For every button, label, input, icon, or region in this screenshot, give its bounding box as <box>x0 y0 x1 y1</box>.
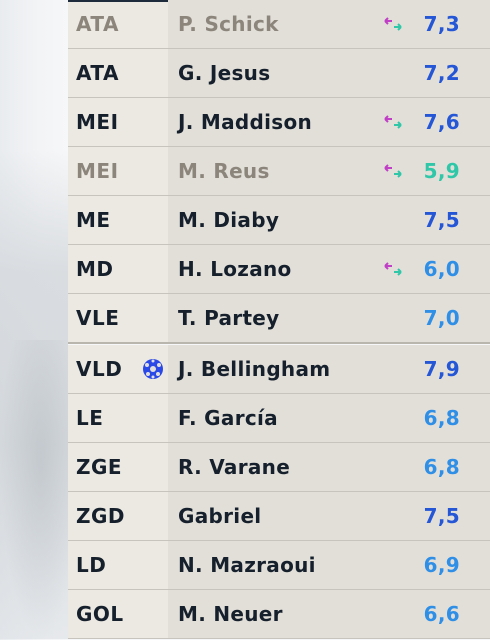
player-info: H. Lozano 6,0 <box>168 245 490 293</box>
player-row[interactable]: VLE T. Partey 7,0 <box>68 294 490 344</box>
player-position: LD <box>68 541 168 589</box>
player-row[interactable]: GOL M. Neuer 6,6 <box>68 590 490 639</box>
player-rating: 7,2 <box>423 61 460 85</box>
player-rating: 6,8 <box>423 455 460 479</box>
player-position: ME <box>68 196 168 244</box>
player-info: J. Bellingham 7,9 <box>168 345 490 393</box>
player-rating: 7,3 <box>423 12 460 36</box>
player-row[interactable]: LD N. Mazraoui 6,9 <box>68 541 490 590</box>
player-info: F. García 6,8 <box>168 394 490 442</box>
player-name: M. Neuer <box>178 602 283 626</box>
player-row[interactable]: LE F. García 6,8 <box>68 394 490 443</box>
player-rating: 7,6 <box>423 110 460 134</box>
header-accent-line <box>68 0 168 2</box>
player-info: R. Varane 6,8 <box>168 443 490 491</box>
player-position: MEI <box>68 98 168 146</box>
player-row[interactable]: MEI J. Maddison 7,6 <box>68 98 490 147</box>
player-info: M. Diaby 7,5 <box>168 196 490 244</box>
player-rating: 7,5 <box>423 504 460 528</box>
player-name: H. Lozano <box>178 257 292 281</box>
player-name: M. Reus <box>178 159 270 183</box>
player-name: J. Maddison <box>178 110 313 134</box>
player-row[interactable]: MD H. Lozano 6,0 <box>68 245 490 294</box>
player-rating: 7,5 <box>423 208 460 232</box>
player-rating: 7,9 <box>423 357 460 381</box>
player-rating: 6,8 <box>423 406 460 430</box>
player-position: ATA <box>68 49 168 97</box>
player-position: VLE <box>68 294 168 342</box>
player-info: J. Maddison 7,6 <box>168 98 490 146</box>
background-shade-dark <box>0 340 68 640</box>
player-row[interactable]: ME M. Diaby 7,5 <box>68 196 490 245</box>
player-name: R. Varane <box>178 455 291 479</box>
player-info: P. Schick 7,3 <box>168 0 490 48</box>
player-info: T. Partey 7,0 <box>168 294 490 342</box>
player-rating: 6,9 <box>423 553 460 577</box>
player-position: ZGE <box>68 443 168 491</box>
player-name: N. Mazraoui <box>178 553 316 577</box>
player-rating: 6,0 <box>423 257 460 281</box>
player-row[interactable]: VLD J. Bellingham 7,9 <box>68 345 490 394</box>
player-row[interactable]: ATA G. Jesus 7,2 <box>68 49 490 98</box>
goal-ball-icon <box>143 359 163 379</box>
player-rating: 5,9 <box>423 159 460 183</box>
player-info: Gabriel 7,5 <box>168 492 490 540</box>
player-rating: 7,0 <box>423 306 460 330</box>
player-name: T. Partey <box>178 306 280 330</box>
player-name: G. Jesus <box>178 61 271 85</box>
player-position: ATA <box>68 0 168 48</box>
player-info: M. Neuer 6,6 <box>168 590 490 638</box>
player-info: G. Jesus 7,2 <box>168 49 490 97</box>
player-position: MEI <box>68 147 168 195</box>
background-shade <box>0 150 68 639</box>
player-info: M. Reus 5,9 <box>168 147 490 195</box>
player-name: F. García <box>178 406 278 430</box>
player-name: J. Bellingham <box>178 357 331 381</box>
player-name: P. Schick <box>178 12 279 36</box>
player-row[interactable]: MEI M. Reus 5,9 <box>68 147 490 196</box>
player-name: M. Diaby <box>178 208 280 232</box>
player-info: N. Mazraoui 6,9 <box>168 541 490 589</box>
player-position: ZGD <box>68 492 168 540</box>
player-rating: 6,6 <box>423 602 460 626</box>
player-ratings-list: ATA P. Schick 7,3 ATA G. Jesus 7,2 MEI J… <box>68 0 490 639</box>
player-position: GOL <box>68 590 168 638</box>
substitution-arrows-icon <box>384 262 402 276</box>
substitution-arrows-icon <box>384 17 402 31</box>
player-position: MD <box>68 245 168 293</box>
substitution-arrows-icon <box>384 115 402 129</box>
player-position: LE <box>68 394 168 442</box>
player-name: Gabriel <box>178 504 262 528</box>
player-row[interactable]: ATA P. Schick 7,3 <box>68 0 490 49</box>
substitution-arrows-icon <box>384 164 402 178</box>
player-row[interactable]: ZGE R. Varane 6,8 <box>68 443 490 492</box>
player-row[interactable]: ZGD Gabriel 7,5 <box>68 492 490 541</box>
